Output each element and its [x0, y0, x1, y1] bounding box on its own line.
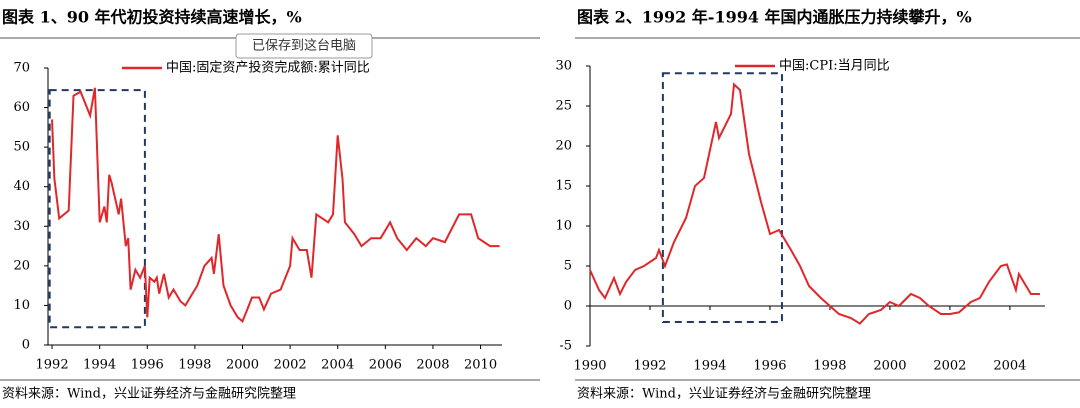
x-tick-label: 2000	[873, 359, 906, 374]
y-tick-label: 50	[13, 140, 30, 155]
x-tick-label: 1990	[573, 359, 606, 374]
x-tick-label: 1994	[693, 359, 726, 374]
x-tick-label: 1992	[633, 359, 666, 374]
x-tick-label: 2004	[321, 358, 354, 373]
legend-label: 中国:CPI:当月同比	[779, 59, 890, 74]
y-tick-label: 10	[13, 298, 30, 313]
highlight-box	[48, 89, 146, 329]
y-tick-label: 60	[13, 100, 30, 115]
x-tick-label: 1998	[178, 358, 211, 373]
y-tick-label: 20	[13, 258, 30, 273]
x-tick-label: 2000	[226, 358, 259, 373]
x-tick-label: 1992	[36, 358, 69, 373]
x-tick-label: 1996	[131, 358, 164, 373]
source: 资料来源：Wind，兴业证券经济与金融研究院整理	[577, 386, 871, 402]
y-tick-label: 40	[13, 179, 30, 194]
x-tick-label: 2002	[274, 358, 307, 373]
tooltip: 已保存到这台电脑	[252, 38, 356, 54]
y-tick-label: 70	[13, 61, 30, 76]
x-tick-label: 2004	[993, 359, 1026, 374]
x-tick-label: 2002	[933, 359, 966, 374]
y-tick-label: 25	[555, 99, 572, 114]
chart-title: 图表 1、90 年代初投资持续高速增长，%	[2, 8, 302, 27]
chart-title: 图表 2、1992 年-1994 年国内通胀压力持续攀升，%	[577, 8, 972, 27]
y-tick-label: 5	[564, 259, 572, 274]
y-tick-label: 15	[555, 179, 572, 194]
legend-label: 中国:固定资产投资完成额:累计同比	[166, 60, 370, 76]
highlight-box	[661, 72, 783, 323]
x-tick-label: 2006	[369, 358, 402, 373]
tooltip-box	[235, 33, 373, 59]
x-tick-label: 2008	[416, 358, 449, 373]
y-tick-label: 30	[555, 59, 572, 74]
y-tick-label: 20	[555, 139, 572, 154]
series-line	[51, 87, 500, 323]
y-tick-label: 30	[13, 219, 30, 234]
y-tick-label: -5	[559, 339, 572, 354]
series-line	[589, 82, 1040, 325]
y-tick-label: 0	[564, 299, 572, 314]
x-tick-label: 1994	[83, 358, 116, 373]
x-tick-label: 1998	[813, 359, 846, 374]
x-tick-label: 1996	[753, 359, 786, 374]
x-tick-label: 2010	[464, 358, 497, 373]
y-tick-label: 0	[22, 338, 30, 353]
y-tick-label: 10	[555, 219, 572, 234]
source: 资料来源：Wind，兴业证券经济与金融研究院整理	[2, 386, 296, 402]
